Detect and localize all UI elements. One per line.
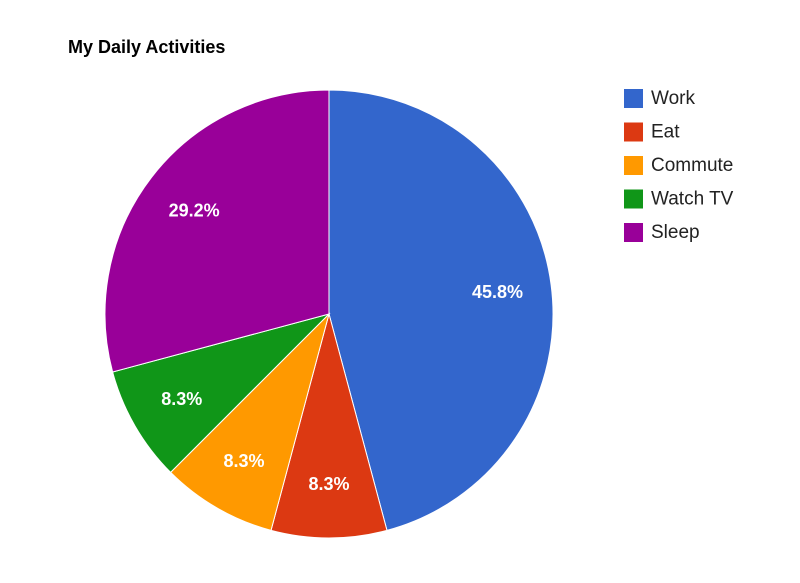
slice-percent-label-eat: 8.3% [308,474,349,494]
pie-slices [104,89,554,539]
legend-item-watch-tv[interactable]: Watch TV [624,189,734,210]
legend-swatch-watch-tv [624,189,643,209]
pie-slice-commute[interactable] [169,312,330,531]
legend-swatch-commute [624,156,643,175]
pie-slice-sleep[interactable] [104,89,330,373]
legend-swatch-sleep [624,223,643,242]
pie-slice-watch-tv[interactable] [112,313,331,474]
legend: Work Eat Commute Watch TV Sleep [624,88,734,243]
legend-item-sleep[interactable]: Sleep [624,222,700,243]
legend-label-commute: Commute [651,155,733,176]
chart-title: My Daily Activities [68,37,225,57]
pie-slice-work[interactable] [328,89,554,531]
legend-item-eat[interactable]: Eat [624,122,680,143]
slice-percent-label-commute: 8.3% [223,451,264,471]
slice-percent-label-work: 45.8% [472,282,523,302]
legend-swatch-work [624,89,643,108]
legend-label-watch-tv: Watch TV [651,189,734,210]
pie-slice-labels: 45.8% 8.3% 8.3% 8.3% 29.2% [161,201,523,495]
legend-label-eat: Eat [651,122,680,143]
legend-label-work: Work [651,88,695,109]
legend-label-sleep: Sleep [651,222,700,243]
legend-item-commute[interactable]: Commute [624,155,733,176]
slice-percent-label-watch-tv: 8.3% [161,389,202,409]
pie-slice-eat[interactable] [270,312,388,539]
slice-percent-label-sleep: 29.2% [169,201,220,221]
legend-item-work[interactable]: Work [624,88,695,109]
legend-swatch-eat [624,122,643,142]
